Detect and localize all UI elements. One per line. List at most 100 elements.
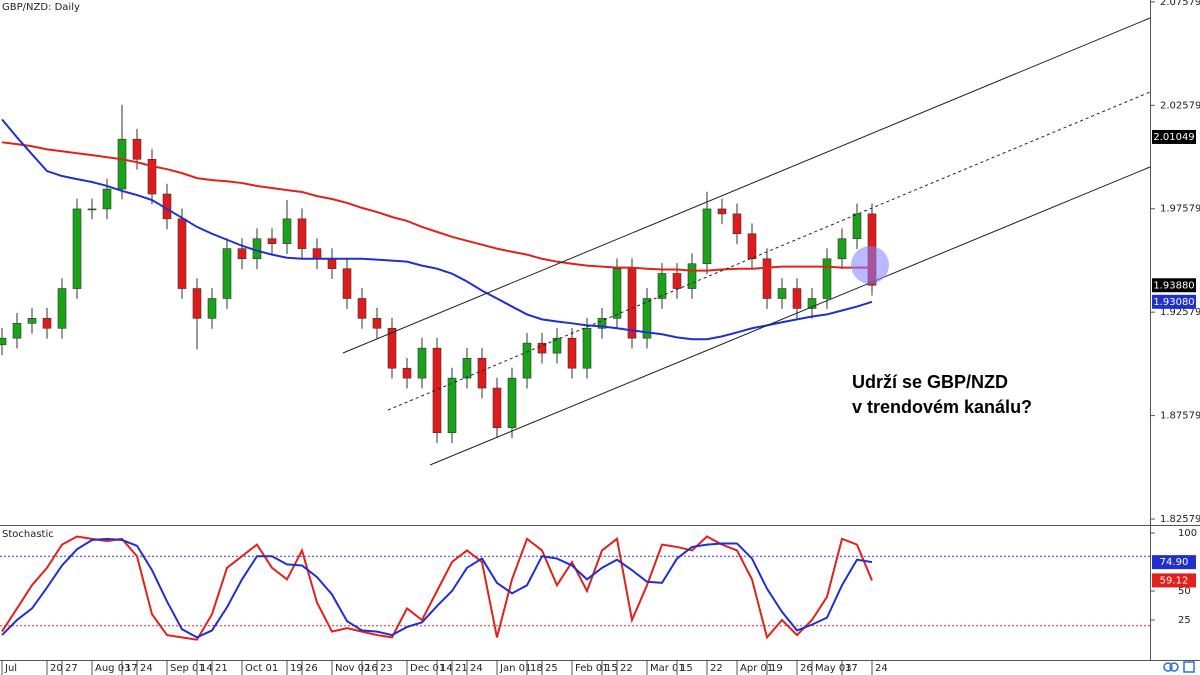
x-tick-label: 26: [305, 663, 318, 674]
x-tick-label: 19: [290, 663, 303, 674]
candle-body: [777, 288, 787, 299]
settings-icon[interactable]: [1183, 661, 1195, 673]
candle-body: [357, 298, 367, 319]
price-box: [1152, 573, 1196, 588]
x-tick-label: 24: [875, 663, 888, 674]
candle-body: [102, 188, 112, 210]
price-box-label: 74.90: [1160, 557, 1189, 568]
candle-body: [462, 357, 472, 379]
candle-body: [27, 318, 37, 324]
candle-body: [492, 387, 502, 429]
candle-body: [762, 258, 772, 299]
y-tick-label: 1.87579: [1160, 411, 1200, 422]
stoch-title-bg: [0, 527, 42, 540]
x-tick-label: 14: [440, 663, 453, 674]
annotation: v trendovém kanálu?: [852, 397, 1032, 417]
candle-body: [447, 377, 457, 434]
candle-body: [432, 347, 442, 434]
candle-body: [642, 298, 652, 339]
x-tick-label: Dec 01: [410, 663, 445, 674]
y-tick-label: 25: [1178, 615, 1191, 626]
link-icon[interactable]: [1163, 662, 1173, 672]
candle-body: [342, 268, 352, 299]
x-tick-label: 17: [845, 663, 858, 674]
candle-body: [0, 337, 7, 346]
x-tick-label: Jul: [4, 663, 17, 674]
candle-body: [207, 298, 217, 319]
candle-body: [507, 377, 517, 429]
price-box-label: 1.93080: [1153, 297, 1194, 308]
y-tick-label: 2.07579: [1160, 0, 1200, 8]
candle-body: [177, 218, 187, 289]
candle-body: [297, 218, 307, 249]
y-tick-label: 100: [1178, 528, 1197, 539]
candle-body: [222, 248, 232, 299]
x-tick-label: 26: [800, 663, 813, 674]
candle-body: [837, 238, 847, 260]
x-tick-label: Jan 01: [499, 663, 531, 674]
candle-body: [387, 327, 397, 369]
moving-average: [1, 118, 873, 341]
x-tick-label: 25: [545, 663, 558, 674]
corner-icons[interactable]: [1163, 661, 1195, 673]
candle-body: [12, 323, 22, 339]
x-tick-label: Mar 01: [650, 663, 685, 674]
stochastic-line: [1, 535, 873, 641]
price-box-label: 2.01049: [1153, 132, 1194, 143]
candle-body: [672, 273, 682, 289]
candle-body: [282, 218, 292, 244]
y-tick-label: 2.02579: [1160, 100, 1200, 111]
x-tick-label: Apr 01: [740, 663, 773, 674]
x-tick-label: 27: [65, 663, 78, 674]
link-icon[interactable]: [1169, 662, 1179, 672]
annotation: Udrží se GBP/NZD: [852, 372, 1008, 392]
x-tick-label: 24: [140, 663, 153, 674]
candle-body: [702, 208, 712, 265]
x-tick-label: 24: [470, 663, 483, 674]
channel-upper: [342, 17, 1151, 354]
stoch-title: Stochastic: [2, 529, 54, 540]
x-tick-label: 16: [365, 663, 378, 674]
candle-body: [732, 213, 742, 235]
price-box: [1152, 555, 1196, 570]
candle-body: [477, 357, 487, 389]
highlight-circle: [851, 246, 889, 284]
x-tick-label: 17: [125, 663, 138, 674]
price-box: [1152, 129, 1196, 144]
x-tick-label: Aug 03: [95, 663, 130, 674]
x-tick-label: 19: [770, 663, 783, 674]
candle-body: [717, 208, 727, 215]
candle-body: [312, 248, 322, 260]
candle-body: [402, 367, 412, 379]
x-tick-label: Feb 01: [575, 663, 609, 674]
candle-body: [57, 288, 67, 329]
candle-body: [582, 327, 592, 369]
y-tick-label: 1.82579: [1160, 514, 1200, 525]
candle-body: [87, 208, 97, 211]
candle-body: [72, 208, 82, 289]
title-bg: [0, 0, 64, 13]
candle-body: [822, 258, 832, 299]
candle-body: [537, 342, 547, 354]
candle-body: [792, 288, 802, 309]
x-tick-label: 21: [455, 663, 468, 674]
candle-body: [42, 318, 52, 329]
x-tick-label: Sep 01: [170, 663, 205, 674]
candle-body: [267, 238, 277, 244]
candle-body: [522, 342, 532, 379]
moving-average: [1, 141, 872, 272]
x-tick-label: 22: [620, 663, 633, 674]
candle-body: [372, 318, 382, 329]
candle-body: [132, 138, 142, 160]
candle-body: [687, 263, 697, 289]
price-box: [1152, 294, 1196, 309]
x-tick-label: 21: [215, 663, 228, 674]
y-tick-label: 1.97579: [1160, 204, 1200, 215]
candle-body: [552, 337, 562, 354]
candle-body: [657, 273, 667, 299]
y-tick-label: 50: [1178, 586, 1191, 597]
candle-body: [612, 268, 622, 319]
